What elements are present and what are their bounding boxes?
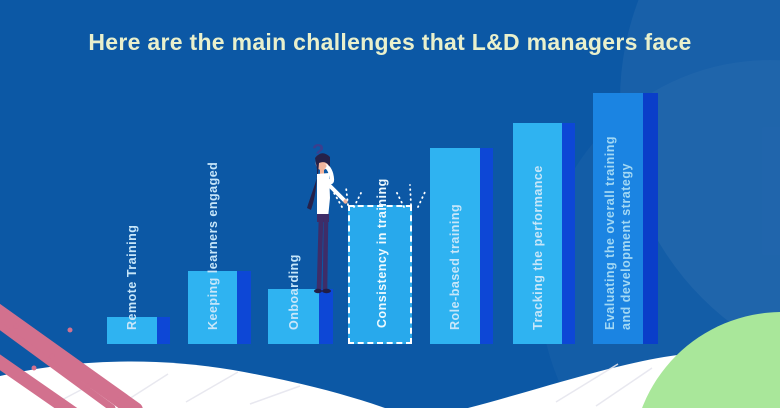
bar-face (593, 93, 643, 344)
bar-keeping-learners-engaged: Keeping learners engaged (188, 162, 251, 344)
bar-label: Role-based training (448, 203, 462, 330)
bar-evaluating-the-overall-trainin: Evaluating the overall training and devel… (593, 93, 658, 344)
bar-tracking-the-performance: Tracking the performance (513, 123, 575, 344)
bar-label: Evaluating the overall training and devel… (603, 135, 633, 330)
bar-side-shadow (480, 148, 493, 344)
bar-side-shadow (237, 271, 251, 344)
bar-side-shadow (643, 93, 658, 344)
bar-consistency-in-training: Consistency in training (348, 178, 412, 344)
bar-role-based-training: Role-based training (430, 148, 493, 344)
bar-remote-training: Remote Training (107, 225, 170, 344)
bar-face (513, 123, 562, 344)
bar-label: Tracking the performance (530, 165, 545, 330)
bar-label: Keeping learners engaged (205, 161, 220, 330)
bar-onboarding: Onboarding (268, 254, 333, 344)
bar-face (188, 271, 237, 344)
page-title: Here are the main challenges that L&D ma… (88, 29, 692, 55)
bar-side-shadow (157, 317, 170, 344)
bar-label: Onboarding (286, 254, 301, 330)
bar-side-shadow (562, 123, 575, 344)
bar-face (430, 148, 480, 344)
bar-face (268, 289, 319, 344)
bar-label: Consistency in training (375, 178, 389, 328)
bar-side-shadow (319, 289, 333, 344)
bar-label: Remote Training (125, 224, 139, 330)
